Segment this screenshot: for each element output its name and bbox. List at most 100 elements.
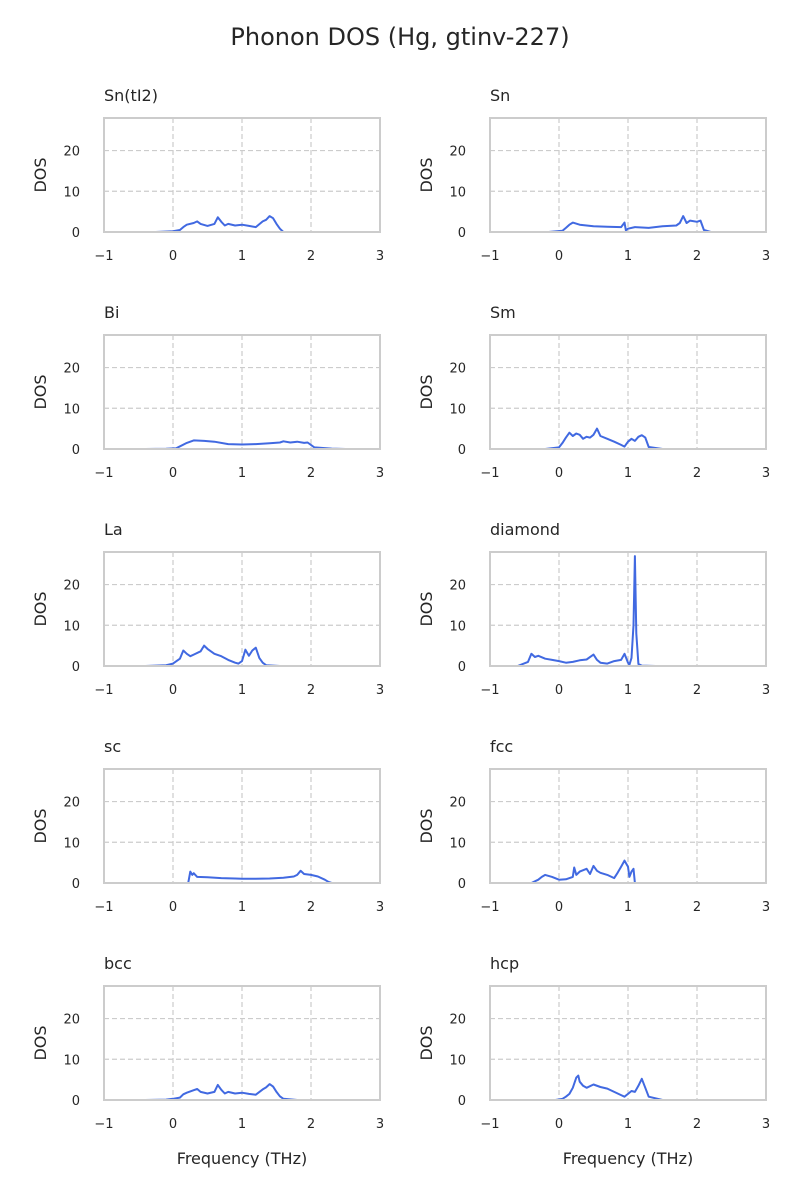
x-tick-label: 3 bbox=[762, 683, 770, 698]
x-tick-label: 0 bbox=[169, 1117, 177, 1132]
x-tick-label: 0 bbox=[169, 466, 177, 481]
x-tick-label: 2 bbox=[307, 900, 315, 915]
y-tick-label: 10 bbox=[63, 1053, 80, 1068]
axes-frame bbox=[103, 117, 381, 233]
dos-series-line bbox=[530, 859, 636, 883]
subplot-title: hcp bbox=[490, 954, 519, 973]
x-tick-label: 2 bbox=[307, 466, 315, 481]
subplot-title: sc bbox=[104, 737, 121, 756]
axes-frame bbox=[103, 551, 381, 667]
y-tick-label: 20 bbox=[63, 362, 80, 377]
y-axis-label: DOS bbox=[31, 808, 50, 843]
y-tick-label: 20 bbox=[449, 796, 466, 811]
x-tick-label: 3 bbox=[376, 900, 384, 915]
x-tick-label: 0 bbox=[555, 683, 563, 698]
y-tick-label: 10 bbox=[63, 836, 80, 851]
y-axis-label: DOS bbox=[417, 808, 436, 843]
x-tick-label: 1 bbox=[238, 466, 246, 481]
x-tick-label: 3 bbox=[376, 466, 384, 481]
subplot-3: −1 0 1 2 3 0 10 20 Sm DOS bbox=[417, 303, 770, 481]
y-tick-label: 0 bbox=[72, 1094, 80, 1109]
x-tick-label: 2 bbox=[307, 1117, 315, 1132]
dos-series-line bbox=[145, 1083, 298, 1100]
x-tick-label: 3 bbox=[376, 683, 384, 698]
y-axis-label: DOS bbox=[417, 1025, 436, 1060]
y-tick-label: 20 bbox=[449, 145, 466, 160]
subplot-7: −1 0 1 2 3 0 10 20 fcc DOS bbox=[417, 737, 770, 915]
y-tick-label: 10 bbox=[449, 836, 466, 851]
y-tick-label: 20 bbox=[63, 796, 80, 811]
y-tick-label: 20 bbox=[63, 145, 80, 160]
subplot-title: La bbox=[104, 520, 123, 539]
dos-series-line bbox=[187, 869, 333, 883]
subplot-title: fcc bbox=[490, 737, 513, 756]
x-tick-label: 1 bbox=[238, 900, 246, 915]
x-tick-label: 0 bbox=[555, 1117, 563, 1132]
y-axis-label: DOS bbox=[417, 591, 436, 626]
x-tick-label: 2 bbox=[693, 249, 701, 264]
x-tick-label: −1 bbox=[480, 900, 499, 915]
x-tick-label: 0 bbox=[169, 683, 177, 698]
y-tick-label: 0 bbox=[72, 226, 80, 241]
x-tick-label: 0 bbox=[555, 249, 563, 264]
x-tick-label: −1 bbox=[480, 683, 499, 698]
subplot-title: diamond bbox=[490, 520, 560, 539]
x-tick-label: 0 bbox=[169, 900, 177, 915]
subplot-0: −1 0 1 2 3 0 10 20 Sn(tI2) DOS bbox=[31, 86, 384, 264]
figure-title: Phonon DOS (Hg, gtinv-227) bbox=[230, 23, 569, 51]
x-tick-label: 3 bbox=[376, 1117, 384, 1132]
subplot-title: Bi bbox=[104, 303, 119, 322]
x-tick-label: −1 bbox=[480, 249, 499, 264]
axes-frame bbox=[489, 551, 767, 667]
x-tick-label: 3 bbox=[762, 466, 770, 481]
x-tick-label: 0 bbox=[169, 249, 177, 264]
x-tick-label: −1 bbox=[480, 466, 499, 481]
subplot-title: Sm bbox=[490, 303, 516, 322]
x-tick-label: 2 bbox=[307, 683, 315, 698]
y-tick-label: 0 bbox=[458, 877, 466, 892]
x-tick-label: 1 bbox=[624, 683, 632, 698]
subplot-5: −1 0 1 2 3 0 10 20 diamond DOS bbox=[417, 520, 770, 698]
axes-frame bbox=[103, 334, 381, 450]
x-tick-label: 2 bbox=[307, 249, 315, 264]
x-tick-label: −1 bbox=[94, 1117, 113, 1132]
x-tick-label: 1 bbox=[238, 249, 246, 264]
x-axis-label: Frequency (THz) bbox=[177, 1149, 307, 1168]
dos-series-line bbox=[145, 644, 280, 666]
x-axis-label: Frequency (THz) bbox=[563, 1149, 693, 1168]
subplot-1: −1 0 1 2 3 0 10 20 Sn DOS bbox=[417, 86, 770, 264]
dos-series-line bbox=[145, 439, 346, 449]
x-tick-label: 2 bbox=[693, 683, 701, 698]
y-tick-label: 20 bbox=[449, 579, 466, 594]
axes-frame bbox=[489, 985, 767, 1101]
x-tick-label: 0 bbox=[555, 466, 563, 481]
subplot-title: bcc bbox=[104, 954, 132, 973]
subplot-2: −1 0 1 2 3 0 10 20 Bi DOS bbox=[31, 303, 384, 481]
y-tick-label: 0 bbox=[458, 1094, 466, 1109]
x-tick-label: 1 bbox=[238, 1117, 246, 1132]
y-tick-label: 0 bbox=[458, 443, 466, 458]
y-tick-label: 20 bbox=[63, 579, 80, 594]
y-axis-label: DOS bbox=[31, 591, 50, 626]
axes-frame bbox=[489, 117, 767, 233]
x-tick-label: 2 bbox=[693, 1117, 701, 1132]
x-tick-label: −1 bbox=[94, 683, 113, 698]
x-tick-label: 1 bbox=[624, 900, 632, 915]
axes-frame bbox=[103, 985, 381, 1101]
x-tick-label: −1 bbox=[94, 466, 113, 481]
y-axis-label: DOS bbox=[31, 374, 50, 409]
y-tick-label: 0 bbox=[72, 877, 80, 892]
y-tick-label: 20 bbox=[449, 362, 466, 377]
y-tick-label: 20 bbox=[449, 1013, 466, 1028]
x-tick-label: −1 bbox=[94, 900, 113, 915]
subplot-9: −1 0 1 2 3 0 10 20 hcp DOS Frequency (THz) bbox=[417, 954, 770, 1168]
x-tick-label: −1 bbox=[480, 1117, 499, 1132]
y-tick-label: 20 bbox=[63, 1013, 80, 1028]
y-tick-label: 10 bbox=[63, 185, 80, 200]
subplot-title: Sn bbox=[490, 86, 510, 105]
subplot-title: Sn(tI2) bbox=[104, 86, 158, 105]
y-tick-label: 10 bbox=[63, 619, 80, 634]
y-tick-label: 10 bbox=[449, 619, 466, 634]
